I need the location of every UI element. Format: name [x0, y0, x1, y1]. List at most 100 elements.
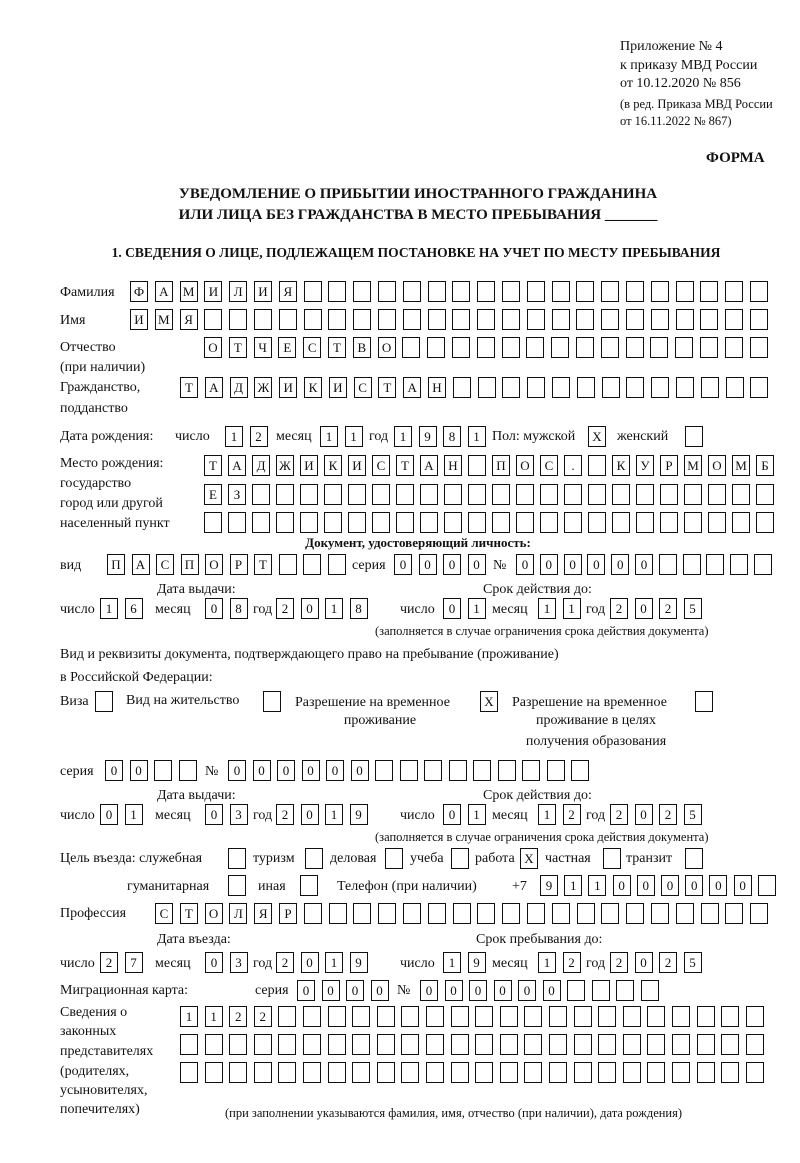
char-cell[interactable]: 8 [349, 598, 368, 619]
char-cell[interactable] [524, 1006, 543, 1027]
char-cell[interactable] [300, 512, 318, 533]
char-cell[interactable] [278, 309, 297, 330]
char-cell[interactable]: 6 [124, 598, 143, 619]
char-cell[interactable] [353, 903, 372, 924]
char-cell[interactable]: 0 [563, 554, 582, 575]
char-cell[interactable]: 0 [394, 554, 412, 575]
char-cell[interactable] [526, 281, 545, 302]
char-cell[interactable]: 1 [467, 804, 486, 825]
char-cell[interactable]: М [684, 455, 702, 476]
char-cell[interactable] [502, 377, 521, 398]
char-cell[interactable] [468, 484, 486, 505]
char-cell[interactable] [427, 281, 446, 302]
char-cell[interactable]: Ф [130, 281, 148, 302]
char-cell[interactable] [696, 1062, 715, 1083]
char-cell[interactable]: Е [278, 337, 297, 358]
char-cell[interactable] [573, 1034, 592, 1055]
char-cell[interactable]: 0 [634, 804, 653, 825]
char-cell[interactable] [204, 1062, 223, 1083]
char-cell[interactable] [252, 484, 270, 505]
char-cell[interactable] [352, 1006, 371, 1027]
char-cell[interactable] [228, 512, 246, 533]
char-cell[interactable] [426, 1034, 444, 1055]
char-cell[interactable] [567, 980, 585, 1001]
char-cell[interactable] [647, 1006, 666, 1027]
char-cell[interactable] [452, 377, 471, 398]
char-cell[interactable] [376, 1062, 395, 1083]
char-cell[interactable]: И [130, 309, 148, 330]
char-cell[interactable] [499, 1034, 518, 1055]
char-cell[interactable]: 0 [444, 980, 463, 1001]
char-cell[interactable]: 1 [225, 426, 243, 447]
char-cell[interactable]: 2 [562, 804, 581, 825]
char-cell[interactable] [451, 848, 469, 869]
char-cell[interactable] [675, 281, 694, 302]
char-cell[interactable]: О [205, 554, 223, 575]
char-cell[interactable]: Л [229, 903, 248, 924]
char-cell[interactable] [732, 484, 750, 505]
char-cell[interactable] [622, 1062, 641, 1083]
char-cell[interactable] [348, 484, 366, 505]
char-cell[interactable] [750, 309, 768, 330]
char-cell[interactable]: 1 [180, 1006, 198, 1027]
char-cell[interactable] [651, 377, 670, 398]
char-cell[interactable]: 1 [124, 804, 143, 825]
char-cell[interactable]: 0 [277, 760, 295, 781]
char-cell[interactable]: Т [396, 455, 414, 476]
char-cell[interactable]: В [352, 337, 371, 358]
char-cell[interactable] [626, 281, 644, 302]
char-cell[interactable] [228, 875, 246, 896]
char-cell[interactable] [551, 337, 570, 358]
char-cell[interactable]: Т [378, 377, 397, 398]
char-cell[interactable]: 0 [493, 980, 512, 1001]
char-cell[interactable]: 0 [709, 875, 728, 896]
char-cell[interactable] [476, 337, 495, 358]
char-cell[interactable] [626, 309, 644, 330]
char-cell[interactable] [502, 903, 521, 924]
char-cell[interactable] [385, 848, 403, 869]
char-cell[interactable] [328, 281, 347, 302]
char-cell[interactable]: Т [179, 903, 198, 924]
char-cell[interactable] [401, 1034, 420, 1055]
char-cell[interactable] [372, 512, 390, 533]
char-cell[interactable]: А [228, 455, 246, 476]
char-cell[interactable]: 0 [733, 875, 752, 896]
char-cell[interactable] [696, 1034, 715, 1055]
char-cell[interactable] [708, 512, 726, 533]
char-cell[interactable] [684, 484, 702, 505]
char-cell[interactable] [204, 512, 222, 533]
char-cell[interactable]: 2 [229, 1006, 248, 1027]
char-cell[interactable] [502, 309, 520, 330]
char-cell[interactable] [327, 1062, 346, 1083]
char-cell[interactable] [725, 309, 744, 330]
char-cell[interactable] [725, 903, 744, 924]
char-cell[interactable]: 0 [205, 804, 223, 825]
char-cell[interactable] [278, 1062, 297, 1083]
char-cell[interactable] [450, 1062, 469, 1083]
char-cell[interactable] [625, 337, 644, 358]
char-cell[interactable]: Д [229, 377, 248, 398]
char-cell[interactable]: К [304, 377, 322, 398]
char-cell[interactable] [695, 691, 713, 712]
char-cell[interactable] [300, 484, 318, 505]
char-cell[interactable]: 0 [685, 875, 704, 896]
char-cell[interactable] [546, 760, 565, 781]
char-cell[interactable] [675, 903, 694, 924]
char-cell[interactable] [303, 1034, 321, 1055]
char-cell[interactable]: 1 [588, 875, 607, 896]
char-cell[interactable] [564, 512, 582, 533]
char-cell[interactable] [375, 760, 393, 781]
char-cell[interactable]: А [420, 455, 438, 476]
char-cell[interactable] [640, 980, 659, 1001]
char-cell[interactable]: 7 [124, 952, 143, 973]
char-cell[interactable]: Ж [276, 455, 294, 476]
char-cell[interactable] [682, 554, 701, 575]
char-cell[interactable] [403, 903, 421, 924]
char-cell[interactable]: А [131, 554, 150, 575]
char-cell[interactable]: 0 [518, 980, 536, 1001]
char-cell[interactable]: . [564, 455, 582, 476]
char-cell[interactable] [603, 848, 621, 869]
char-cell[interactable] [700, 309, 719, 330]
char-cell[interactable] [527, 377, 546, 398]
char-cell[interactable] [444, 484, 462, 505]
